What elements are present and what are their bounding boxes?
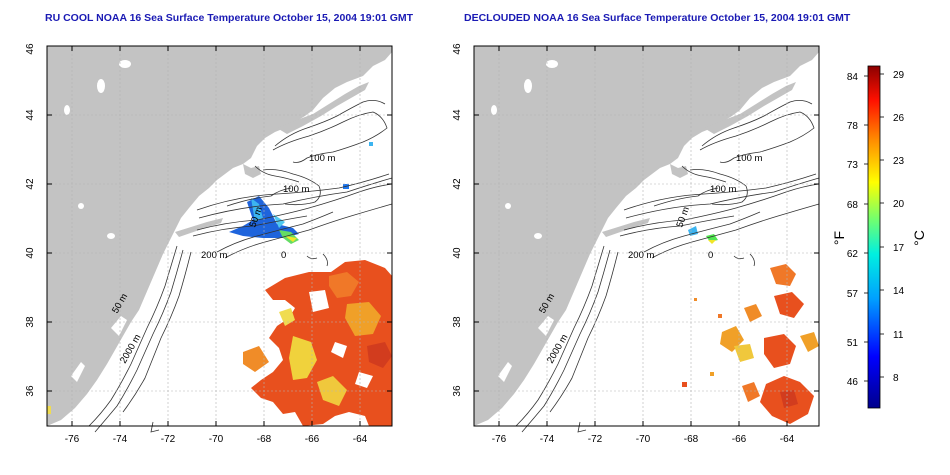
y-tick: 36 [452,385,463,397]
x-tick: -64 [353,434,368,445]
right-map-title: DECLOUDED NOAA 16 Sea Surface Temperatur… [464,12,851,24]
x-tick: -68 [257,434,272,445]
y-tick: 46 [25,43,36,55]
c-tick: 14 [893,286,905,297]
contour-label-100m-bank: 100 m [710,184,736,195]
fahrenheit-unit-label: °F [831,231,847,245]
left-y-axis-ticks: 36 38 40 42 44 46 [25,43,36,397]
y-tick: 38 [25,316,36,328]
right-y-axis-ticks: 36 38 40 42 44 46 [452,43,463,397]
x-tick: -76 [65,434,80,445]
f-tick: 73 [847,160,859,171]
contour-label-zero: 0 [708,250,713,261]
x-tick: -70 [209,434,224,445]
f-tick: 62 [847,249,859,260]
f-tick: 78 [847,121,859,132]
sst-colorbar: 84 78 73 68 62 57 51 46 29 26 23 20 17 1… [831,65,927,409]
x-tick: -76 [492,434,507,445]
fahrenheit-ticks: 84 78 73 68 62 57 51 46 [847,72,859,388]
left-sst-pixels [47,142,392,426]
x-tick: -64 [780,434,795,445]
left-map-title: RU COOL NOAA 16 Sea Surface Temperature … [45,12,414,24]
contour-label-100m-north: 100 m [309,153,335,164]
x-tick: -68 [684,434,699,445]
left-sst-map: 100 m 100 m 50 m 200 m 0 50 m 2000 m -76… [25,43,393,445]
c-tick: 26 [893,113,905,124]
f-tick: 68 [847,200,859,211]
c-tick: 29 [893,70,905,81]
c-tick: 8 [893,373,899,384]
c-tick: 23 [893,156,905,167]
y-tick: 40 [25,247,36,259]
contour-label-zero: 0 [281,250,286,261]
right-sst-map: 100 m 100 m 50 m 200 m 0 50 m 2000 m -76… [452,43,820,445]
right-x-axis-ticks: -76 -74 -72 -70 -68 -66 -64 [492,434,795,445]
celsius-ticks: 29 26 23 20 17 14 11 8 [893,70,905,384]
y-tick: 38 [452,316,463,328]
x-tick: -70 [636,434,651,445]
f-tick: 46 [847,377,859,388]
contour-label-200m: 200 m [628,250,654,261]
celsius-unit-label: °C [911,230,927,246]
c-tick: 17 [893,243,905,254]
y-tick: 44 [452,109,463,121]
colorbar-gradient [867,65,881,409]
f-tick: 57 [847,289,859,300]
contour-label-100m-north: 100 m [736,153,762,164]
y-tick: 44 [25,109,36,121]
y-tick: 40 [452,247,463,259]
y-tick: 42 [25,178,36,190]
y-tick: 42 [452,178,463,190]
x-tick: -66 [305,434,320,445]
x-tick: -74 [113,434,128,445]
c-tick: 20 [893,199,905,210]
contour-label-200m: 200 m [201,250,227,261]
y-tick: 36 [25,385,36,397]
x-tick: -74 [540,434,555,445]
contour-label-100m-bank: 100 m [283,184,309,195]
left-x-axis-ticks: -76 -74 -72 -70 -68 -66 -64 [65,434,368,445]
x-tick: -72 [588,434,603,445]
f-tick: 51 [847,338,859,349]
x-tick: -72 [161,434,176,445]
c-tick: 11 [893,330,904,341]
x-tick: -66 [732,434,747,445]
y-tick: 46 [452,43,463,55]
f-tick: 84 [847,72,859,83]
